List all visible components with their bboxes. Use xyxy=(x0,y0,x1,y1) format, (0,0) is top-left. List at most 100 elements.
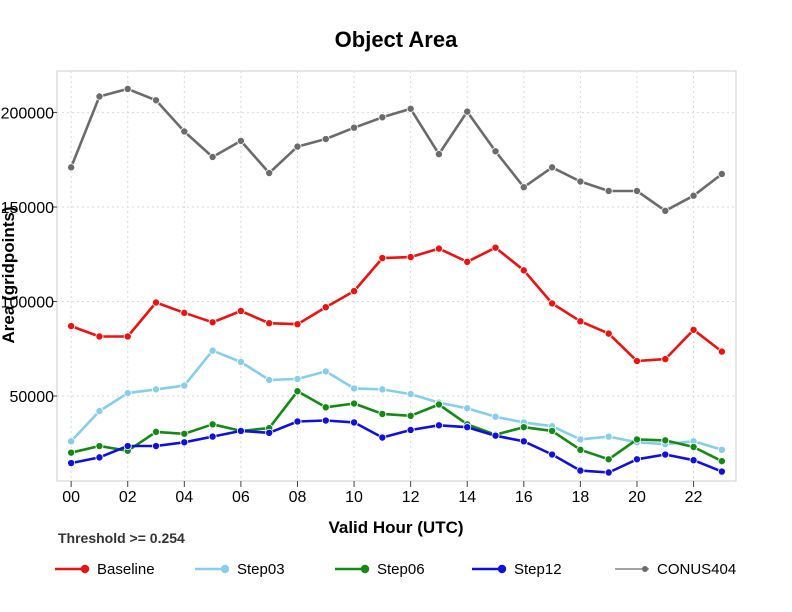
legend-marker xyxy=(80,564,90,574)
data-point xyxy=(350,123,359,132)
data-point xyxy=(265,319,274,328)
data-point xyxy=(236,357,245,366)
x-tick-label: 20 xyxy=(628,489,646,506)
data-point xyxy=(491,431,500,440)
data-point xyxy=(293,417,302,426)
data-point xyxy=(463,404,472,413)
legend-marker xyxy=(360,564,370,574)
plot-frame xyxy=(56,70,737,482)
data-point xyxy=(236,306,245,315)
legend-item-step06: Step06 xyxy=(335,561,425,578)
series-line-conus404 xyxy=(69,87,723,213)
y-tick-label: 100000 xyxy=(1,295,54,312)
data-point xyxy=(491,412,500,421)
data-point xyxy=(152,96,161,105)
data-point xyxy=(67,322,76,331)
data-point xyxy=(406,253,415,262)
x-axis-ticks: 00 02 04 06 08 10 12 14 16 18 20 22 xyxy=(62,481,703,506)
data-point xyxy=(378,409,387,418)
data-point xyxy=(548,426,557,435)
data-point xyxy=(378,433,387,442)
series-conus404 xyxy=(67,84,726,215)
x-tick-label: 18 xyxy=(571,489,589,506)
data-point xyxy=(463,257,472,266)
data-point xyxy=(350,287,359,296)
y-tick-label: 150000 xyxy=(1,200,54,217)
data-point xyxy=(576,435,585,444)
data-point xyxy=(519,266,528,275)
data-point xyxy=(689,191,698,200)
data-point xyxy=(208,318,217,327)
data-point xyxy=(604,455,613,464)
data-point xyxy=(434,421,443,430)
legend-label: CONUS404 xyxy=(657,561,736,578)
data-point xyxy=(661,355,670,364)
data-point xyxy=(293,320,302,329)
series-line-step03 xyxy=(70,349,723,452)
legend-label: Step12 xyxy=(514,561,562,578)
data-point xyxy=(321,416,330,425)
data-point xyxy=(95,453,104,462)
x-tick-label: 02 xyxy=(119,489,137,506)
data-point xyxy=(123,389,132,398)
data-point xyxy=(152,427,161,436)
data-point xyxy=(717,347,726,356)
data-point xyxy=(350,384,359,393)
data-point xyxy=(576,445,585,454)
data-point xyxy=(463,423,472,432)
data-point xyxy=(434,150,443,159)
series-baseline xyxy=(67,243,726,366)
data-point xyxy=(632,435,641,444)
legend-marker xyxy=(642,566,648,572)
data-point xyxy=(95,92,104,101)
data-point xyxy=(519,183,528,192)
data-point xyxy=(491,243,500,252)
data-point xyxy=(406,411,415,420)
data-point xyxy=(378,254,387,263)
data-point xyxy=(604,186,613,195)
data-point xyxy=(152,385,161,394)
data-point xyxy=(604,329,613,338)
data-point xyxy=(548,299,557,308)
series-layer xyxy=(67,84,726,477)
data-point xyxy=(519,423,528,432)
data-point xyxy=(548,450,557,459)
data-point xyxy=(661,206,670,215)
legend-label: Baseline xyxy=(97,561,155,578)
legend-marker xyxy=(497,564,507,574)
grid-lines xyxy=(57,71,736,481)
data-point xyxy=(406,104,415,113)
data-point xyxy=(236,136,245,145)
legend-item-conus404: CONUS404 xyxy=(615,561,736,578)
data-point xyxy=(491,147,500,156)
data-point xyxy=(576,177,585,186)
data-point xyxy=(406,425,415,434)
data-point xyxy=(95,407,104,416)
y-axis-ticks: 50000 100000 150000 200000 xyxy=(1,106,57,406)
data-point xyxy=(378,113,387,122)
series-line-step06 xyxy=(70,389,723,463)
data-point xyxy=(236,426,245,435)
data-point xyxy=(576,466,585,475)
data-point xyxy=(434,400,443,409)
data-point xyxy=(434,244,443,253)
data-point xyxy=(519,437,528,446)
data-point xyxy=(67,163,76,172)
data-point xyxy=(661,450,670,459)
legend-item-step03: Step03 xyxy=(195,561,285,578)
data-point xyxy=(208,420,217,429)
chart-title: Object Area xyxy=(335,27,458,52)
data-point xyxy=(293,142,302,151)
legend-label: Step06 xyxy=(377,561,425,578)
data-point xyxy=(321,303,330,312)
legend-label: Step03 xyxy=(237,561,285,578)
x-tick-label: 12 xyxy=(402,489,420,506)
data-point xyxy=(632,186,641,195)
x-tick-label: 14 xyxy=(458,489,476,506)
data-point xyxy=(604,468,613,477)
data-point xyxy=(208,432,217,441)
data-point xyxy=(180,438,189,447)
data-point xyxy=(152,442,161,451)
data-point xyxy=(152,298,161,307)
